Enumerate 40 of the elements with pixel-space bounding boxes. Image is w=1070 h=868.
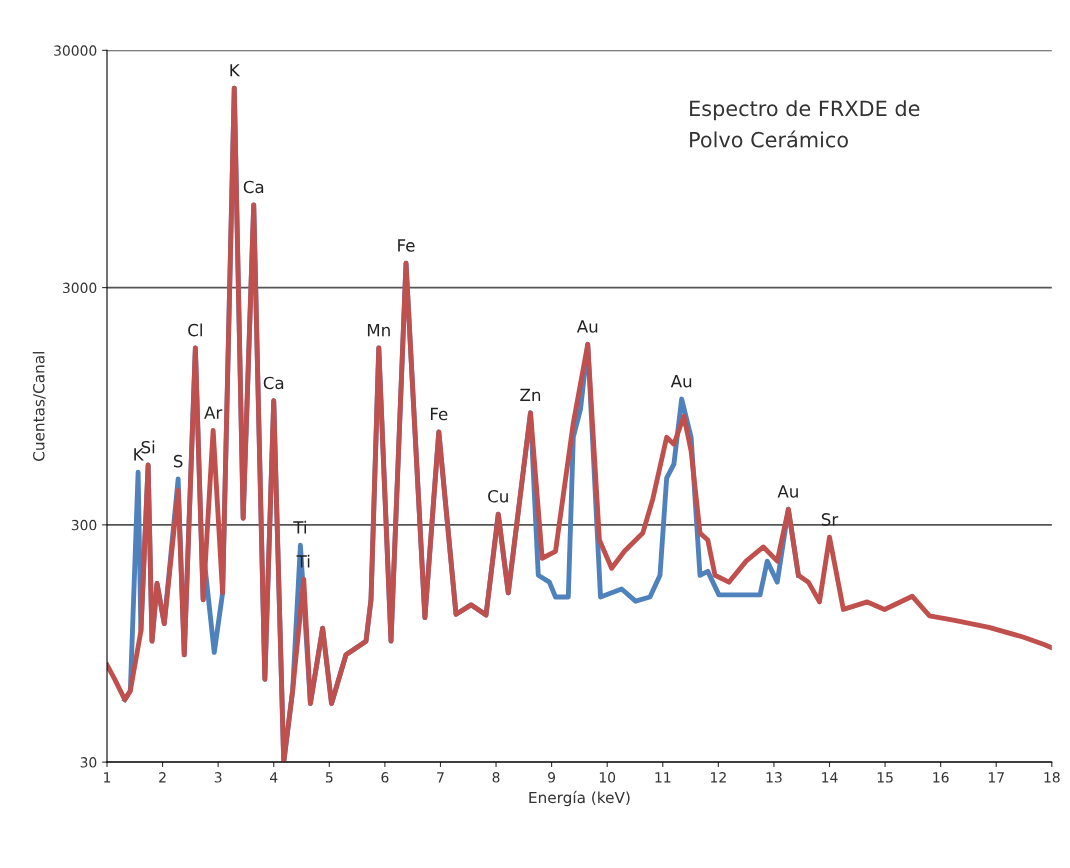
x-tick-label: 10 <box>599 772 616 783</box>
x-tick-label: 14 <box>822 772 838 783</box>
x-tick-label: 5 <box>325 772 333 783</box>
annotation: K <box>230 64 241 77</box>
x-tick-label: 2 <box>159 772 166 783</box>
annotation: Cl <box>188 323 202 337</box>
x-tick-label: 7 <box>437 772 444 783</box>
annotation: Cu <box>488 489 508 503</box>
annotation: Au <box>670 375 692 388</box>
y-tick-label: 30000 <box>54 45 97 56</box>
annotation: Ca <box>263 376 284 390</box>
x-tick-label: 1 <box>104 772 111 783</box>
x-tick-label: 12 <box>711 772 726 783</box>
annotation: Zn <box>520 388 541 401</box>
x-tick-label: 8 <box>492 772 500 783</box>
x-axis-title: Energía (keV) <box>529 790 630 807</box>
x-tick-label: 18 <box>1044 772 1060 783</box>
y-axis-title: Cuentas/Canal <box>32 352 46 461</box>
annotation: Au <box>777 485 798 498</box>
x-tick-label: 3 <box>214 772 222 783</box>
y-tick-label: 3000 <box>62 282 97 294</box>
annotation: Ar <box>204 406 223 419</box>
x-tick-label: 13 <box>766 772 782 783</box>
text: Espectro de FRXDE de Polvo Cerámico <box>690 100 920 148</box>
x-tick-label: 16 <box>933 772 949 783</box>
x-tick-label: 17 <box>988 772 1004 783</box>
annotation: Ca <box>243 180 264 194</box>
x-tick-label: 4 <box>269 772 278 783</box>
x-tick-label: 15 <box>877 772 893 783</box>
annotation: Fe <box>398 239 415 252</box>
x-tick-label: 11 <box>655 772 671 783</box>
x-tick-label: 9 <box>548 772 556 783</box>
annotation: Au <box>576 320 598 333</box>
y-tick-label: 30 <box>80 757 97 768</box>
annotation: S <box>173 454 183 468</box>
annotation: Sr <box>821 513 839 526</box>
x-tick-label: 6 <box>381 772 389 783</box>
y-tick-label: 300 <box>71 519 97 531</box>
annotation: Mn <box>367 324 390 337</box>
annotation: Fe <box>430 407 448 421</box>
